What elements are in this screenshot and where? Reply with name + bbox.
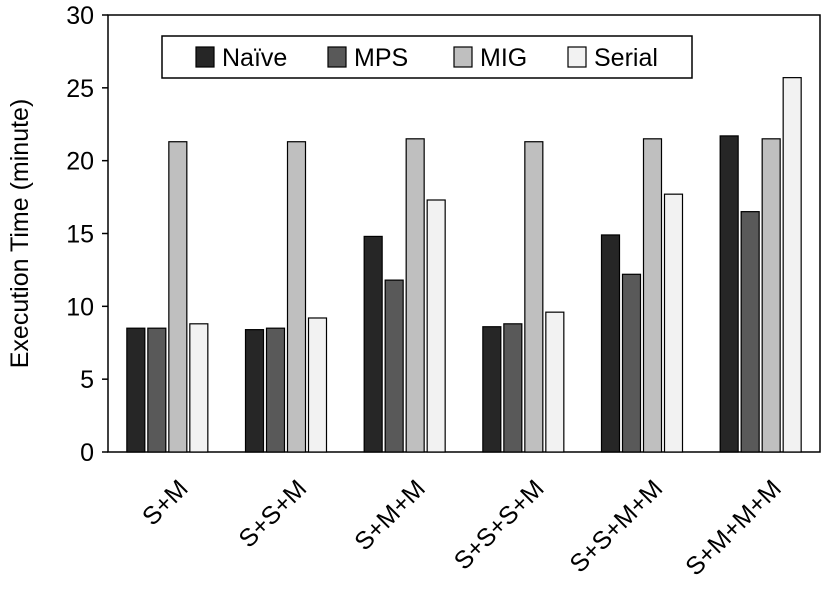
bar-mig-5 bbox=[761, 138, 781, 453]
bar-mig-4 bbox=[642, 138, 663, 453]
y-axis: 0 5 10 15 20 25 30 bbox=[66, 2, 108, 467]
bar-group bbox=[126, 77, 802, 453]
bar-serial-0 bbox=[189, 323, 209, 453]
bar-nave-2 bbox=[363, 235, 383, 453]
bar-serial-2 bbox=[426, 199, 446, 453]
bar-mps-1 bbox=[265, 327, 286, 453]
bar-nave-4 bbox=[600, 234, 621, 453]
y-tick-label: 25 bbox=[66, 75, 94, 103]
y-tick-label: 5 bbox=[80, 366, 94, 394]
y-axis-title: Execution Time (minute) bbox=[6, 99, 34, 369]
x-category-label: S+S+M+M bbox=[564, 474, 668, 578]
y-tick-label: 30 bbox=[66, 2, 94, 30]
legend-label: Naïve bbox=[222, 44, 287, 72]
x-category-label: S+S+S+M bbox=[449, 474, 550, 575]
bar-mig-2 bbox=[405, 138, 425, 453]
legend-swatch bbox=[195, 46, 215, 68]
legend-swatch bbox=[453, 46, 473, 68]
x-category-label: S+M+M bbox=[349, 474, 431, 556]
bar-mps-5 bbox=[740, 211, 760, 453]
y-tick-label: 20 bbox=[66, 148, 94, 176]
y-tick-label: 10 bbox=[66, 293, 94, 321]
legend-label: MIG bbox=[480, 44, 527, 72]
bar-serial-1 bbox=[307, 317, 328, 453]
x-category-label: S+M+M+M bbox=[680, 474, 787, 581]
bar-mps-4 bbox=[621, 273, 642, 453]
bar-mig-3 bbox=[524, 141, 544, 453]
x-category-label: S+S+M bbox=[233, 474, 312, 553]
legend: Naïve MPS MIG Serial bbox=[161, 35, 693, 79]
bar-serial-3 bbox=[545, 311, 565, 453]
plot-area bbox=[107, 14, 821, 453]
bar-serial-4 bbox=[663, 193, 684, 453]
bar-nave-3 bbox=[482, 326, 502, 453]
legend-box bbox=[161, 35, 693, 79]
bar-mps-2 bbox=[384, 279, 404, 453]
legend-swatch bbox=[327, 46, 347, 68]
bar-nave-5 bbox=[719, 135, 739, 453]
bar-mig-0 bbox=[168, 141, 188, 453]
bar-serial-5 bbox=[782, 77, 802, 453]
legend-label: Serial bbox=[594, 44, 658, 72]
bar-mig-1 bbox=[286, 141, 307, 453]
bar-nave-0 bbox=[126, 327, 146, 453]
y-tick-label: 0 bbox=[80, 439, 94, 467]
y-tick-label: 15 bbox=[66, 221, 94, 249]
legend-label: MPS bbox=[354, 44, 408, 72]
legend-swatch bbox=[567, 46, 587, 68]
x-category-label: S+M bbox=[137, 474, 194, 531]
bar-mps-0 bbox=[147, 327, 167, 453]
bar-nave-1 bbox=[244, 329, 265, 453]
x-axis: S+M S+S+M S+M+M S+S+S+M S+S+M+M S+M+M+M bbox=[137, 474, 787, 581]
bar-mps-3 bbox=[503, 323, 523, 453]
